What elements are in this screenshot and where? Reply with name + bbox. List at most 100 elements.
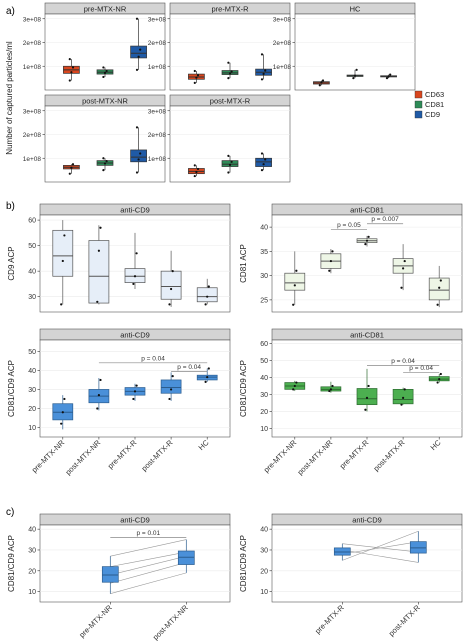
- paired-line: [342, 543, 419, 553]
- data-point: [96, 300, 99, 303]
- p-value-label: p = 0.007: [371, 216, 399, 223]
- y-tick-label: 40: [260, 225, 268, 232]
- y-tick-label: 2e+08: [23, 40, 42, 47]
- data-point: [102, 169, 105, 172]
- data-point: [260, 169, 264, 172]
- box: [356, 388, 378, 406]
- data-point: [331, 384, 334, 388]
- data-point: [132, 397, 135, 401]
- y-tick-label: 1e+08: [148, 156, 167, 163]
- y-tick-label: 35: [260, 249, 268, 256]
- data-point: [139, 48, 142, 51]
- panel-title: anti-CD81: [350, 206, 384, 215]
- data-point: [329, 388, 332, 391]
- data-point: [170, 287, 173, 291]
- paired-line: [110, 572, 187, 594]
- y-axis-title: CD81 ACP: [239, 244, 248, 283]
- data-point: [171, 375, 174, 378]
- data-point: [132, 282, 135, 286]
- y-tick-label: 20: [260, 568, 268, 575]
- x-tick-label: pre-MTX-R: [313, 603, 346, 636]
- data-point: [204, 303, 207, 306]
- box: [52, 229, 74, 277]
- box: [409, 541, 427, 554]
- paired-line: [342, 549, 419, 563]
- data-point: [230, 160, 233, 163]
- section-label-c: c): [6, 507, 14, 518]
- y-tick-label: 10: [28, 589, 36, 596]
- data-point: [260, 152, 264, 155]
- y-tick-label: 40: [28, 527, 36, 534]
- data-point: [230, 70, 233, 73]
- data-point: [438, 286, 441, 289]
- data-point: [292, 388, 295, 391]
- data-point: [207, 367, 210, 370]
- data-point: [227, 171, 230, 174]
- plot-frame: [169, 13, 291, 91]
- y-tick-label: 1e+08: [23, 156, 42, 163]
- chart-layer: pre-MTX-NR 1e+08 2e+08 3e+08 pre-MTX-R 1e+08 2…: [5, 2, 463, 641]
- data-point: [439, 279, 442, 282]
- data-point: [262, 72, 265, 75]
- data-point: [355, 68, 358, 71]
- data-point: [331, 250, 334, 253]
- y-tick-label: 30: [28, 387, 36, 394]
- legend-swatch: [414, 90, 423, 99]
- data-point: [103, 71, 107, 74]
- legend-label: CD81: [425, 100, 444, 109]
- box: [284, 272, 306, 291]
- panel-title: anti-CD9: [120, 516, 150, 525]
- x-tick-label: post-MTX-NR: [151, 603, 190, 641]
- y-tick-label: 3e+08: [23, 108, 42, 115]
- data-point: [206, 295, 209, 298]
- data-point: [400, 403, 403, 406]
- data-point: [400, 286, 403, 289]
- data-point: [71, 163, 75, 166]
- y-tick-label: 10: [260, 589, 268, 596]
- data-point: [262, 163, 265, 166]
- data-point: [97, 394, 100, 397]
- data-point: [207, 285, 210, 288]
- data-point: [70, 166, 73, 169]
- data-point: [60, 303, 63, 306]
- data-point: [135, 171, 139, 174]
- data-point: [63, 397, 66, 401]
- data-point: [227, 61, 230, 64]
- box: [255, 157, 272, 167]
- data-point: [293, 384, 296, 388]
- data-point: [264, 158, 267, 161]
- data-point: [228, 72, 232, 75]
- data-point: [295, 269, 298, 272]
- panel-title: pre-MTX-R: [211, 5, 249, 14]
- data-point: [403, 388, 406, 391]
- data-point: [260, 53, 264, 56]
- data-point: [385, 77, 389, 80]
- p-value-label: p = 0.04: [391, 358, 415, 365]
- data-point: [135, 17, 139, 20]
- data-point: [227, 77, 230, 80]
- x-tick-label: post-MTX-NR: [64, 438, 103, 477]
- y-tick-label: 40: [260, 527, 268, 534]
- data-point: [318, 84, 321, 87]
- panel-title: post-MTX-R: [210, 97, 251, 106]
- x-tick-label: post-MTX-NR: [296, 438, 335, 477]
- data-point: [99, 378, 102, 382]
- data-point: [68, 172, 71, 175]
- y-tick-label: 2e+08: [273, 40, 292, 47]
- data-point: [365, 239, 369, 242]
- y-tick-label: 20: [28, 568, 36, 575]
- plot-frame: [44, 105, 166, 183]
- legend-swatch: [414, 110, 423, 119]
- data-point: [61, 411, 64, 414]
- paired-line: [342, 530, 419, 561]
- data-point: [193, 69, 196, 73]
- x-tick-label: pre-MTX-R: [106, 438, 139, 471]
- data-point: [321, 79, 325, 82]
- p-value-label: p = 0.04: [409, 365, 433, 372]
- data-point: [168, 303, 171, 306]
- y-tick-label: 30: [28, 547, 36, 554]
- y-tick-label: 2e+08: [23, 132, 42, 139]
- data-point: [196, 74, 200, 77]
- data-point: [168, 397, 171, 401]
- data-point: [206, 375, 209, 379]
